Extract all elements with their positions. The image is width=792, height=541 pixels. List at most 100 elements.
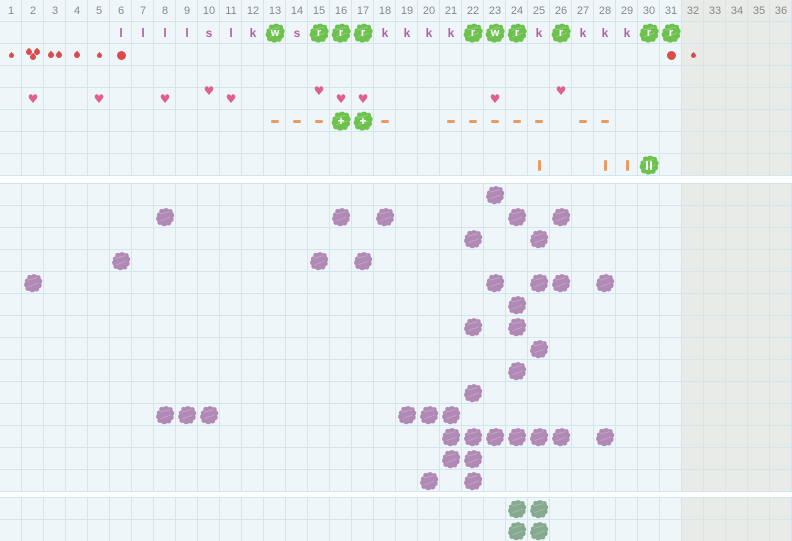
observation-letter-cell[interactable]: l bbox=[154, 22, 176, 44]
bleeding-mark-cell[interactable] bbox=[682, 44, 704, 66]
entry-mark-cell[interactable] bbox=[418, 404, 440, 426]
observation-letter-cell[interactable]: l bbox=[176, 22, 198, 44]
intercourse-mark-cell[interactable]: ♥ bbox=[352, 88, 374, 110]
observation-letter-cell[interactable]: r bbox=[550, 22, 572, 44]
bottom-mark-cell[interactable] bbox=[528, 498, 550, 520]
intercourse-mark-cell[interactable]: ♥ bbox=[22, 88, 44, 110]
dash-mark-cell[interactable] bbox=[374, 110, 396, 132]
observation-letter-cell[interactable]: k bbox=[242, 22, 264, 44]
intercourse-mark-cell[interactable]: ♥ bbox=[308, 88, 330, 110]
entry-mark-cell[interactable] bbox=[440, 448, 462, 470]
intercourse-mark-cell[interactable]: ♥ bbox=[154, 88, 176, 110]
entry-mark-cell[interactable] bbox=[528, 426, 550, 448]
bar-mark-cell[interactable] bbox=[528, 154, 550, 176]
intercourse-mark-cell[interactable]: ♥ bbox=[198, 88, 220, 110]
observation-letter-cell[interactable]: k bbox=[440, 22, 462, 44]
observation-letter-cell[interactable]: k bbox=[418, 22, 440, 44]
bar-mark-cell[interactable] bbox=[616, 154, 638, 176]
entry-mark-cell[interactable] bbox=[462, 470, 484, 492]
entry-mark-cell[interactable] bbox=[110, 250, 132, 272]
entry-mark-cell[interactable] bbox=[374, 206, 396, 228]
observation-letter-cell[interactable]: r bbox=[638, 22, 660, 44]
entry-mark-cell[interactable] bbox=[308, 250, 330, 272]
bleeding-mark-cell[interactable] bbox=[44, 44, 66, 66]
observation-letter-cell[interactable]: r bbox=[308, 22, 330, 44]
observation-letter-cell[interactable]: r bbox=[660, 22, 682, 44]
entry-mark-cell[interactable] bbox=[440, 426, 462, 448]
dash-mark-cell[interactable] bbox=[484, 110, 506, 132]
entry-mark-cell[interactable] bbox=[506, 360, 528, 382]
plus-mark-cell[interactable]: + bbox=[352, 110, 374, 132]
entry-mark-cell[interactable] bbox=[594, 426, 616, 448]
entry-mark-cell[interactable] bbox=[396, 404, 418, 426]
entry-mark-cell[interactable] bbox=[550, 272, 572, 294]
entry-mark-cell[interactable] bbox=[22, 272, 44, 294]
entry-mark-cell[interactable] bbox=[418, 470, 440, 492]
entry-mark-cell[interactable] bbox=[484, 272, 506, 294]
observation-letter-cell[interactable]: l bbox=[220, 22, 242, 44]
observation-letter-cell[interactable]: s bbox=[286, 22, 308, 44]
bleeding-mark-cell[interactable] bbox=[110, 44, 132, 66]
entry-mark-cell[interactable] bbox=[506, 206, 528, 228]
entry-mark-cell[interactable] bbox=[154, 206, 176, 228]
entry-mark-cell[interactable] bbox=[462, 426, 484, 448]
observation-letter-cell[interactable]: k bbox=[594, 22, 616, 44]
entry-mark-cell[interactable] bbox=[462, 228, 484, 250]
entry-mark-cell[interactable] bbox=[528, 338, 550, 360]
bleeding-mark-cell[interactable] bbox=[660, 44, 682, 66]
bleeding-mark-cell[interactable] bbox=[22, 44, 44, 66]
entry-mark-cell[interactable] bbox=[462, 316, 484, 338]
bottom-mark-cell[interactable] bbox=[506, 520, 528, 541]
bottom-mark-cell[interactable] bbox=[528, 520, 550, 541]
entry-mark-cell[interactable] bbox=[484, 426, 506, 448]
entry-mark-cell[interactable] bbox=[506, 316, 528, 338]
dash-mark-cell[interactable] bbox=[572, 110, 594, 132]
entry-mark-cell[interactable] bbox=[330, 206, 352, 228]
dash-mark-cell[interactable] bbox=[506, 110, 528, 132]
dash-mark-cell[interactable] bbox=[462, 110, 484, 132]
bleeding-mark-cell[interactable] bbox=[0, 44, 22, 66]
bar-mark-cell[interactable] bbox=[594, 154, 616, 176]
bleeding-mark-cell[interactable] bbox=[66, 44, 88, 66]
observation-letter-cell[interactable]: k bbox=[572, 22, 594, 44]
observation-letter-cell[interactable]: l bbox=[132, 22, 154, 44]
dash-mark-cell[interactable] bbox=[440, 110, 462, 132]
entry-mark-cell[interactable] bbox=[550, 206, 572, 228]
entry-mark-cell[interactable] bbox=[528, 272, 550, 294]
observation-letter-cell[interactable]: k bbox=[616, 22, 638, 44]
observation-letter-cell[interactable]: r bbox=[506, 22, 528, 44]
entry-mark-cell[interactable] bbox=[506, 294, 528, 316]
intercourse-mark-cell[interactable]: ♥ bbox=[550, 88, 572, 110]
observation-letter-cell[interactable]: r bbox=[352, 22, 374, 44]
observation-letter-cell[interactable]: k bbox=[396, 22, 418, 44]
intercourse-mark-cell[interactable]: ♥ bbox=[220, 88, 242, 110]
entry-mark-cell[interactable] bbox=[198, 404, 220, 426]
dash-mark-cell[interactable] bbox=[286, 110, 308, 132]
entry-mark-cell[interactable] bbox=[528, 228, 550, 250]
observation-letter-cell[interactable]: l bbox=[110, 22, 132, 44]
observation-letter-cell[interactable]: k bbox=[528, 22, 550, 44]
bleeding-mark-cell[interactable] bbox=[88, 44, 110, 66]
bottom-mark-cell[interactable] bbox=[506, 498, 528, 520]
entry-mark-cell[interactable] bbox=[594, 272, 616, 294]
entry-mark-cell[interactable] bbox=[154, 404, 176, 426]
observation-letter-cell[interactable]: s bbox=[198, 22, 220, 44]
entry-mark-cell[interactable] bbox=[484, 184, 506, 206]
entry-mark-cell[interactable] bbox=[440, 404, 462, 426]
observation-letter-cell[interactable]: k bbox=[374, 22, 396, 44]
dash-mark-cell[interactable] bbox=[594, 110, 616, 132]
dash-mark-cell[interactable] bbox=[264, 110, 286, 132]
intercourse-mark-cell[interactable]: ♥ bbox=[330, 88, 352, 110]
observation-letter-cell[interactable]: w bbox=[484, 22, 506, 44]
intercourse-mark-cell[interactable]: ♥ bbox=[484, 88, 506, 110]
plus-mark-cell[interactable]: + bbox=[330, 110, 352, 132]
entry-mark-cell[interactable] bbox=[462, 382, 484, 404]
observation-letter-cell[interactable]: w bbox=[264, 22, 286, 44]
observation-letter-cell[interactable]: r bbox=[330, 22, 352, 44]
observation-letter-cell[interactable]: r bbox=[462, 22, 484, 44]
intercourse-mark-cell[interactable]: ♥ bbox=[88, 88, 110, 110]
dash-mark-cell[interactable] bbox=[528, 110, 550, 132]
entry-mark-cell[interactable] bbox=[176, 404, 198, 426]
entry-mark-cell[interactable] bbox=[352, 250, 374, 272]
double-bar-mark-cell[interactable] bbox=[638, 154, 660, 176]
